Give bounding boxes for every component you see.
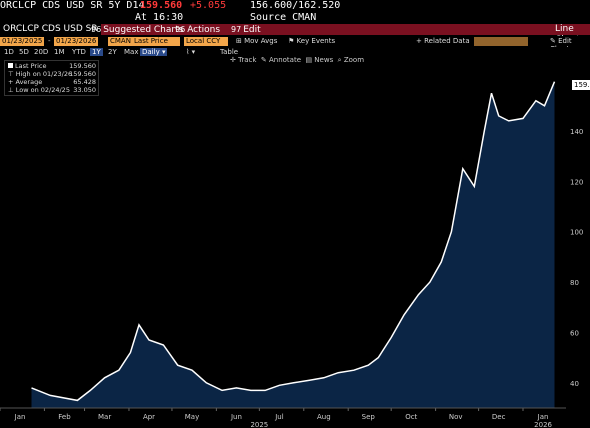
suggested-charts-menu[interactable]: 96 Suggested Charts bbox=[91, 25, 184, 35]
last-price-value: 159.560 bbox=[140, 0, 183, 11]
x-tick-label: Dec bbox=[492, 413, 506, 421]
related-data-search[interactable] bbox=[474, 37, 528, 46]
track-tool[interactable]: ✛ Track bbox=[230, 56, 257, 64]
high-icon: ⊤ bbox=[8, 70, 16, 78]
end-date-field[interactable]: 01/23/2026 bbox=[54, 37, 99, 46]
x-tick-label: Apr bbox=[143, 413, 155, 421]
plus-icon: + bbox=[416, 37, 425, 45]
edit-chart-button[interactable]: ✎ Edit Chart bbox=[550, 37, 572, 53]
y-tick-label: 120 bbox=[570, 178, 583, 186]
date-separator: - bbox=[48, 37, 51, 45]
x-tick-label: Nov bbox=[449, 413, 463, 421]
mov-avgs-button[interactable]: ⊞ Mov Avgs bbox=[236, 37, 278, 45]
zoom-tool[interactable]: ⌕ Zoom bbox=[337, 56, 365, 64]
periods-row: 1D 5D 20D 1M YTD 1Y 2Y Max Daily ▾ ⌇ ▾ T… bbox=[0, 47, 590, 56]
period-ytd[interactable]: YTD bbox=[72, 48, 86, 56]
x-tick-label: May bbox=[185, 413, 199, 421]
x-tick-label: Aug bbox=[317, 413, 331, 421]
start-date-field[interactable]: 01/23/2025 bbox=[0, 37, 45, 46]
period-1m[interactable]: 1M bbox=[54, 48, 65, 56]
x-tick-label: Mar bbox=[98, 413, 111, 421]
legend-last: Last Price 159.560 bbox=[8, 62, 96, 70]
price-field[interactable]: Last Price bbox=[132, 37, 180, 46]
time-label: At 16:30 bbox=[135, 12, 184, 23]
annotate-tool[interactable]: ✎ Annotate bbox=[260, 56, 301, 64]
chart-type-select[interactable]: ⌇ ▾ bbox=[186, 48, 196, 56]
frequency-select[interactable]: Daily ▾ bbox=[140, 48, 168, 56]
header-row-2: At 16:30 Source CMAN bbox=[0, 12, 590, 24]
x-tick-label: Jan bbox=[537, 413, 549, 421]
price-chart[interactable]: 40 60 80 100 120 140 Jan Feb Mar Apr May Jun Jul Aug… bbox=[0, 56, 590, 428]
legend-high: ⊤ High on 01/23/26 159.560 bbox=[8, 70, 96, 78]
period-2y[interactable]: 2Y bbox=[108, 48, 117, 56]
period-1y[interactable]: 1Y bbox=[90, 48, 103, 56]
chart-tools: ✛ Track ✎ Annotate ▤ News ⌕ Zoom bbox=[230, 56, 364, 65]
ticker-label[interactable]: ORCLCP CDS USD SR 5Y D14 bbox=[0, 0, 145, 11]
year-label: 2026 bbox=[534, 421, 552, 428]
year-label: 2025 bbox=[250, 421, 268, 428]
y-tick-label: 80 bbox=[570, 279, 579, 287]
period-max[interactable]: Max bbox=[124, 48, 139, 56]
period-1d[interactable]: 1D bbox=[4, 48, 14, 56]
news-tool[interactable]: ▤ News bbox=[305, 56, 334, 64]
table-button[interactable]: Table bbox=[220, 48, 239, 56]
legend-average: + Average 65.428 bbox=[8, 78, 96, 86]
source-label: Source CMAN bbox=[250, 12, 317, 23]
edit-menu[interactable]: 97 Edit bbox=[231, 25, 261, 35]
controls-row: 01/23/2025 - 01/23/2026 CMAN Last Price … bbox=[0, 36, 590, 53]
period-20d[interactable]: 20D bbox=[34, 48, 49, 56]
x-tick-label: Jul bbox=[274, 413, 284, 421]
pencil-icon: ✎ bbox=[550, 37, 559, 45]
low-icon: ⊥ bbox=[8, 86, 16, 94]
price-line bbox=[31, 81, 556, 402]
y-tick-label: 100 bbox=[570, 229, 583, 237]
mov-avgs-icon: ⊞ bbox=[236, 37, 245, 45]
chart-type-label: Line Chart bbox=[555, 24, 580, 45]
header-row: ORCLCP CDS USD SR 5Y D14 159.560 +5.055 … bbox=[0, 0, 590, 12]
x-tick-label: Oct bbox=[405, 413, 417, 421]
x-tick-label: Jan bbox=[14, 413, 26, 421]
security-field[interactable]: ORCLCP CDS USD SR bbox=[0, 24, 101, 35]
legend-low: ⊥ Low on 02/24/25 33.050 bbox=[8, 86, 96, 94]
currency-field[interactable]: Local CCY bbox=[184, 37, 228, 46]
x-tick-label: Sep bbox=[362, 413, 376, 421]
y-tick-label: 40 bbox=[570, 380, 579, 388]
change-value: +5.055 bbox=[190, 0, 227, 11]
y-tick-label: 60 bbox=[570, 329, 579, 337]
period-5d[interactable]: 5D bbox=[19, 48, 29, 56]
day-range: 156.600/162.520 bbox=[250, 0, 341, 11]
related-data-button[interactable]: + Related Data bbox=[416, 37, 470, 45]
x-tick-label: Feb bbox=[58, 413, 71, 421]
legend-swatch-icon bbox=[8, 63, 13, 68]
average-icon: + bbox=[8, 78, 16, 86]
chart-legend: Last Price 159.560 ⊤ High on 01/23/26 159.… bbox=[4, 60, 99, 96]
y-tick-label: 140 bbox=[570, 128, 583, 136]
actions-menu[interactable]: 96 Actions bbox=[175, 25, 221, 35]
price-area bbox=[31, 81, 555, 408]
last-price-tag: 159. bbox=[572, 80, 590, 90]
x-tick-label: Jun bbox=[230, 413, 242, 421]
menu-bar: ORCLCP CDS USD SR 96 Suggested Charts 96 A… bbox=[0, 24, 590, 45]
key-events-icon: ⚑ bbox=[288, 37, 297, 45]
source-field[interactable]: CMAN bbox=[108, 37, 133, 46]
key-events-button[interactable]: ⚑ Key Events bbox=[288, 37, 336, 45]
